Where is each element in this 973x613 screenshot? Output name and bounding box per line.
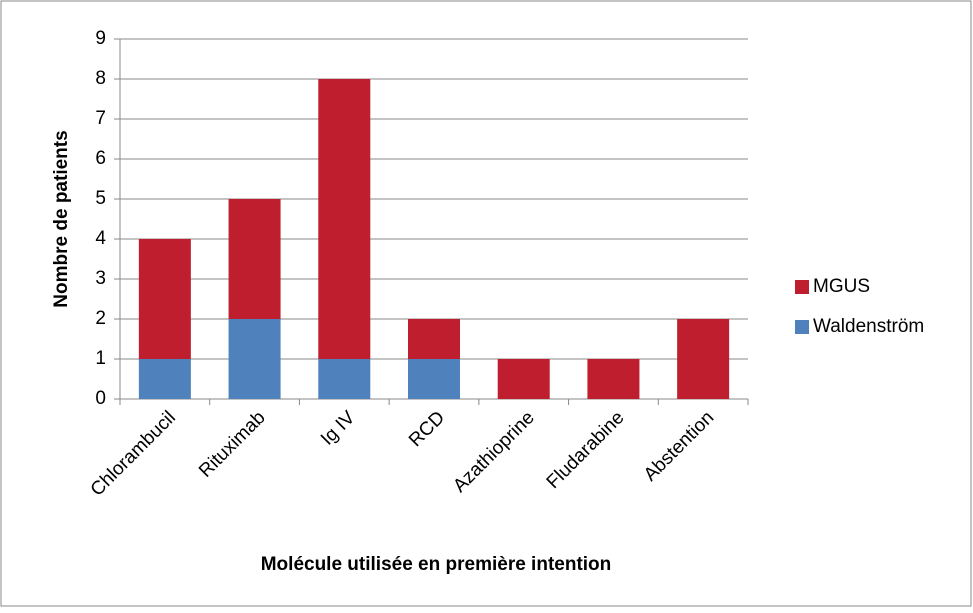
- y-tick-label: 6: [95, 148, 106, 169]
- y-tick-label: 9: [95, 28, 106, 49]
- x-axis-title: Molécule utilisée en première intention: [261, 554, 612, 575]
- bar-segment: [497, 359, 550, 399]
- y-tick-label: 1: [95, 348, 106, 369]
- bar-segment: [408, 359, 460, 399]
- bar-segment: [587, 359, 640, 399]
- bar-segment: [138, 359, 191, 399]
- y-tick-label: 3: [95, 268, 106, 289]
- y-tick-label: 4: [95, 228, 106, 249]
- legend-label: Waldenström: [813, 316, 924, 337]
- bar-segment: [228, 199, 281, 319]
- y-tick-label: 0: [95, 388, 106, 409]
- bar-segment: [408, 319, 460, 359]
- y-axis-title: Nombre de patients: [51, 130, 72, 307]
- y-tick-label: 8: [95, 68, 106, 89]
- legend-swatch: [795, 320, 809, 334]
- y-tick-label: 5: [95, 188, 106, 209]
- y-tick-label: 7: [95, 108, 106, 129]
- bar-segment: [677, 319, 730, 399]
- bar-segment: [138, 239, 191, 359]
- bar-segment: [318, 79, 371, 359]
- y-tick-label: 2: [95, 308, 106, 329]
- legend-swatch: [795, 280, 809, 294]
- legend-label: MGUS: [813, 276, 870, 297]
- bar-segment: [228, 319, 281, 399]
- bar-segment: [318, 359, 371, 399]
